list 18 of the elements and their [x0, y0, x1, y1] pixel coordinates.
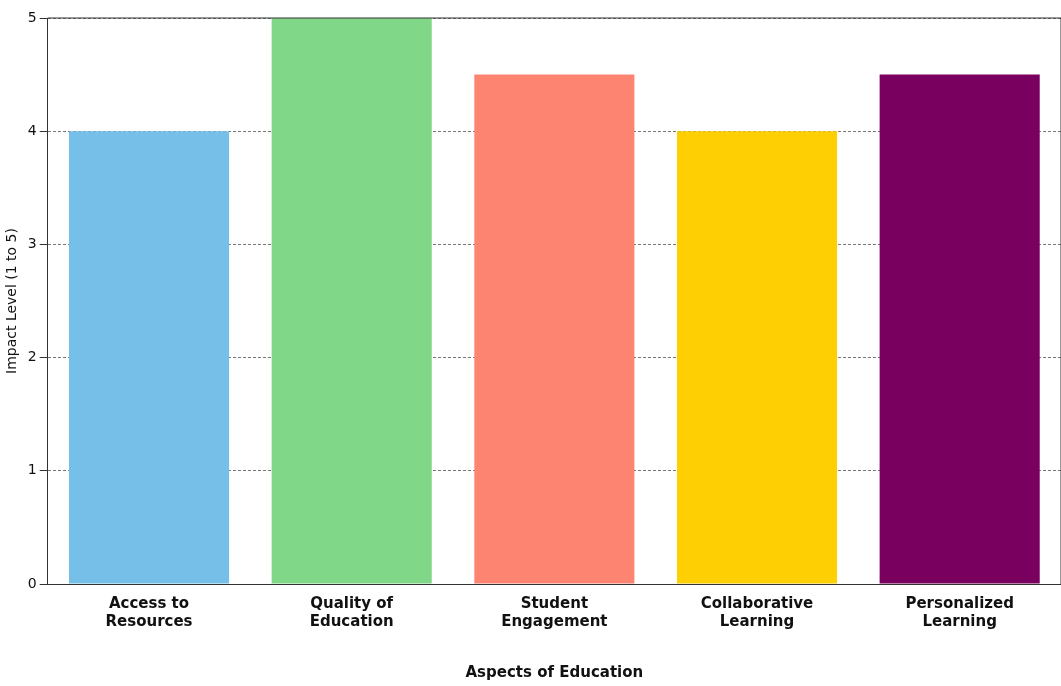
bar: [271, 18, 432, 584]
bar: [879, 74, 1040, 584]
y-tick-label: 5: [27, 8, 37, 25]
x-tick-label: Collaborative Learning: [700, 593, 814, 630]
y-tick-label: 1: [27, 461, 37, 478]
bar: [68, 131, 230, 584]
y-tick-label: 2: [27, 348, 37, 365]
x-tick-label: Student Engagement: [501, 593, 608, 630]
bar: [676, 131, 838, 584]
bar: [474, 74, 635, 584]
y-tick-label: 0: [27, 574, 37, 591]
x-tick-label: Personalized Learning: [905, 593, 1014, 630]
x-tick-label: Access to Resources: [105, 593, 193, 630]
y-tick-label: 3: [27, 235, 37, 252]
x-tick-label: Quality of Education: [309, 593, 394, 630]
y-axis-title: Impact Level (1 to 5): [3, 228, 20, 374]
x-axis-title: Aspects of Education: [465, 662, 644, 681]
y-tick-label: 4: [27, 121, 37, 138]
